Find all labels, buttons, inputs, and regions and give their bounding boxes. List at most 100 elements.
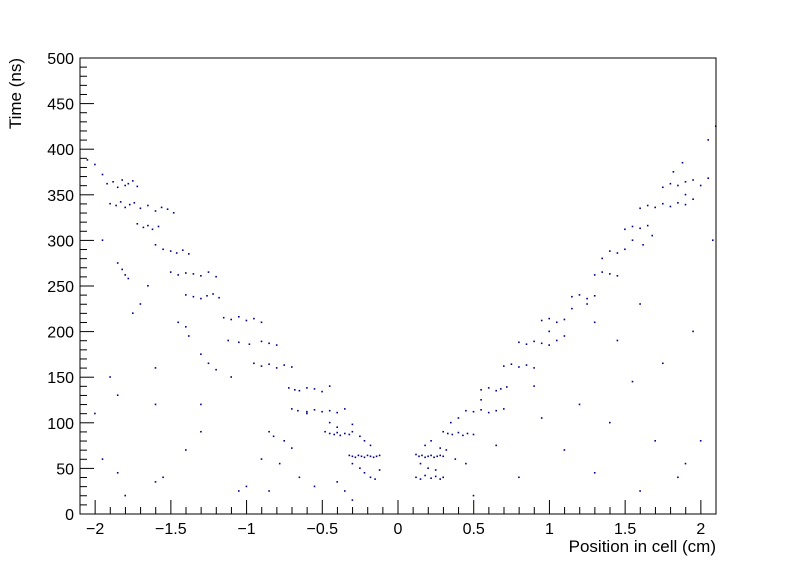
data-point [418, 455, 420, 458]
x-tick-label: −2 [86, 521, 104, 538]
data-point [306, 387, 308, 389]
data-point [175, 252, 178, 254]
data-point [336, 426, 338, 428]
y-axis-title: Time (ns) [6, 58, 25, 129]
data-point [294, 389, 296, 391]
data-point [116, 472, 119, 474]
data-point [162, 248, 164, 251]
x-tick-label: −1.5 [155, 521, 187, 538]
data-point [339, 434, 342, 437]
data-point [466, 432, 469, 435]
data-point [533, 367, 535, 369]
data-point [699, 440, 702, 442]
data-point [712, 239, 714, 241]
data-point [306, 410, 308, 413]
data-point [434, 475, 437, 478]
data-point [707, 139, 709, 141]
data-point [495, 444, 497, 447]
data-point [548, 317, 550, 320]
data-point [684, 193, 687, 196]
data-point [359, 467, 361, 469]
data-point [540, 319, 543, 322]
data-point [200, 297, 202, 300]
data-point [129, 203, 131, 206]
data-point [454, 458, 457, 460]
data-point [548, 344, 550, 346]
data-point [109, 202, 111, 205]
data-point [291, 447, 293, 449]
data-point [556, 321, 558, 324]
data-point [306, 412, 308, 415]
data-point [677, 184, 679, 187]
data-point [238, 316, 240, 318]
data-point [593, 295, 596, 297]
data-point [540, 417, 543, 419]
data-point [430, 454, 432, 457]
data-point [707, 177, 709, 179]
data-point [154, 367, 157, 369]
data-point [495, 409, 497, 412]
data-point [200, 430, 202, 433]
data-point [662, 186, 664, 189]
data-point [268, 342, 270, 345]
data-point [351, 499, 354, 501]
data-point [451, 433, 454, 436]
data-point [609, 250, 611, 252]
data-point [215, 275, 217, 278]
data-point [563, 318, 566, 321]
data-point [351, 462, 354, 465]
data-point [298, 389, 301, 392]
data-point [142, 226, 145, 229]
data-point [480, 399, 482, 401]
data-point [109, 376, 111, 378]
data-point [185, 449, 187, 451]
x-tick-label: 1.5 [614, 521, 636, 538]
data-point [200, 275, 202, 277]
data-point [360, 455, 363, 458]
data-point [692, 198, 694, 200]
data-point [359, 435, 361, 438]
data-point [313, 409, 316, 411]
data-point [127, 277, 130, 280]
data-point [503, 365, 505, 367]
data-point [472, 433, 475, 436]
data-point [348, 454, 351, 457]
data-point [124, 274, 126, 276]
data-point [363, 456, 366, 459]
data-point [487, 387, 490, 389]
data-point [442, 455, 444, 458]
data-point [430, 440, 432, 442]
x-tick-label: −1 [237, 521, 255, 538]
data-point [369, 455, 372, 458]
data-point [424, 444, 426, 447]
data-point [427, 467, 429, 469]
data-point [646, 224, 649, 227]
data-point [372, 456, 375, 459]
data-point [169, 271, 172, 273]
y-tick-label: 0 [65, 507, 74, 524]
y-axis-ticks: 0 50 100 150 200 250 300 350 400 450 500 [47, 51, 94, 524]
data-point [684, 203, 687, 206]
data-point [212, 293, 214, 295]
data-point [101, 239, 104, 241]
data-point [132, 312, 134, 314]
data-point [222, 316, 225, 319]
data-point [533, 340, 535, 343]
data-point [272, 435, 275, 438]
x-tick-label: −0.5 [306, 521, 338, 538]
data-point [119, 201, 122, 203]
y-tick-label: 400 [47, 142, 74, 159]
y-tick-label: 350 [47, 188, 74, 205]
data-point [677, 476, 679, 479]
data-point [556, 339, 558, 342]
data-point [121, 268, 123, 271]
data-point [457, 431, 460, 434]
data-point [115, 204, 117, 207]
data-point [593, 472, 596, 474]
data-point [324, 430, 326, 433]
data-point [238, 490, 240, 492]
data-point [639, 227, 641, 230]
data-point [139, 303, 142, 305]
